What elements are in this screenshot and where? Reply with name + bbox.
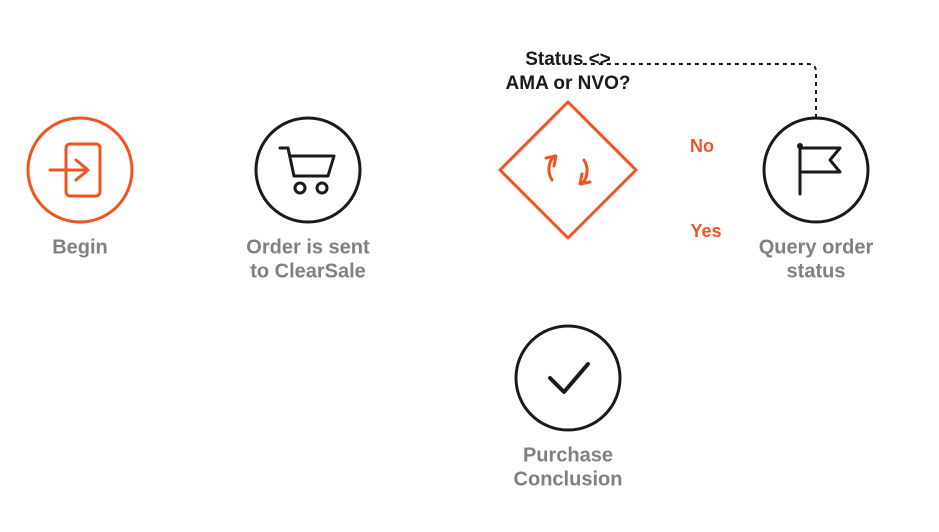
nodes <box>28 102 868 430</box>
node-label: Begin <box>52 236 108 258</box>
node-begin <box>28 118 132 222</box>
node-label: Query order <box>759 236 874 258</box>
node-decision <box>500 102 636 238</box>
decision-title: AMA or NVO? <box>506 73 631 94</box>
node-label: to ClearSale <box>250 260 366 282</box>
edge-label: No <box>690 136 714 156</box>
edge-label: Yes <box>690 221 721 241</box>
node-label: Conclusion <box>514 468 623 490</box>
node-conclude <box>516 326 620 430</box>
node-order <box>256 118 360 222</box>
node-label: Order is sent <box>246 236 370 258</box>
edges: No Yes <box>132 64 816 326</box>
labels: Begin Order is sentto ClearSale Query orde… <box>52 49 873 490</box>
decision-title: Status <> <box>525 49 611 70</box>
node-query <box>764 118 868 222</box>
node-label: Purchase <box>523 444 613 466</box>
node-label: status <box>787 260 846 282</box>
